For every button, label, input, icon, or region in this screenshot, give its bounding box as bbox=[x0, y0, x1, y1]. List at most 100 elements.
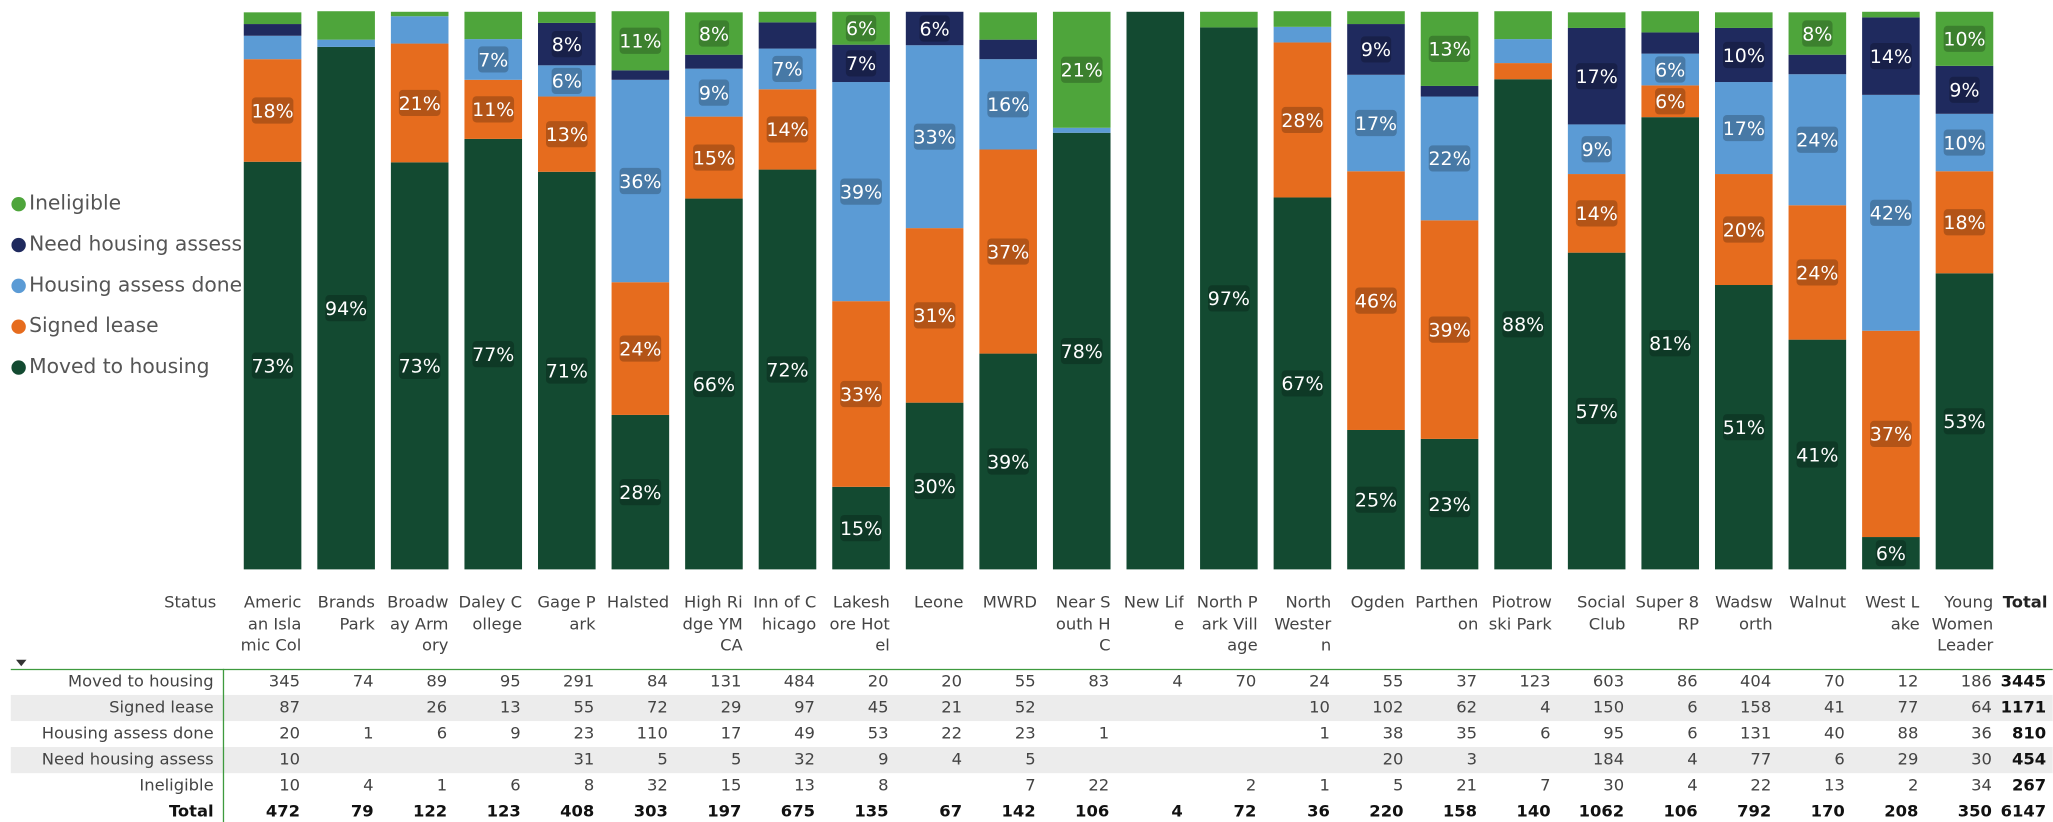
table-cell: 135 bbox=[854, 802, 888, 821]
table-cell: 9 bbox=[510, 724, 520, 743]
table-cell: 454 bbox=[2012, 750, 2046, 769]
bar-segment bbox=[243, 59, 302, 162]
data-label: 77% bbox=[472, 344, 514, 366]
data-label-box bbox=[1360, 36, 1392, 63]
data-label: 23% bbox=[1428, 494, 1470, 516]
bar-segment bbox=[464, 138, 523, 570]
table-cell: 208 bbox=[1884, 802, 1918, 821]
sort-icon[interactable] bbox=[16, 659, 27, 667]
data-label-box bbox=[619, 335, 662, 362]
column-header-text: Broadway Armory bbox=[387, 591, 449, 655]
table-cell: 36 bbox=[1971, 724, 1992, 743]
table-cell: 22 bbox=[1088, 776, 1109, 795]
data-label-box bbox=[1208, 285, 1250, 312]
column-header-text: Daley College bbox=[458, 591, 523, 633]
bar-segment bbox=[685, 116, 743, 199]
column-header-text: Near South HC bbox=[1055, 591, 1111, 655]
bar-segment bbox=[611, 11, 670, 71]
table-cell: 8 bbox=[584, 776, 594, 795]
table-cell: 2 bbox=[1246, 776, 1256, 795]
data-label: 31% bbox=[914, 305, 956, 327]
column-header-text: MWRD bbox=[982, 591, 1037, 612]
data-label: 24% bbox=[1796, 130, 1838, 152]
bar-segment bbox=[832, 11, 890, 45]
data-label-box bbox=[913, 302, 956, 329]
table-cell: 4 bbox=[1172, 671, 1182, 690]
bar-segment bbox=[464, 11, 523, 40]
column-header: Daley College bbox=[458, 591, 523, 633]
data-label-box bbox=[1355, 486, 1397, 513]
column-header-text: Lakeshore Hotel bbox=[829, 591, 890, 655]
table-cell: 13 bbox=[794, 776, 815, 795]
data-label: 7% bbox=[772, 59, 802, 81]
data-label: 73% bbox=[251, 355, 293, 377]
legend-marker bbox=[11, 196, 26, 212]
data-label: 17% bbox=[1355, 113, 1397, 135]
bar-segment bbox=[758, 48, 817, 90]
bar-segment bbox=[1273, 11, 1332, 27]
table-cell: 37 bbox=[1456, 671, 1477, 690]
data-label-box bbox=[1949, 76, 1980, 103]
bar-segment bbox=[1935, 113, 1994, 172]
bar-segment bbox=[979, 12, 1037, 40]
table-cell: 40 bbox=[1824, 724, 1845, 743]
table-cell: 70 bbox=[1236, 671, 1257, 690]
data-label: 6% bbox=[552, 71, 582, 93]
bar-segment bbox=[390, 11, 449, 17]
table-cell: 675 bbox=[781, 802, 815, 821]
column-header: Halsted bbox=[607, 592, 669, 612]
data-label: 6% bbox=[920, 18, 950, 40]
table-cell: 95 bbox=[1603, 724, 1624, 743]
data-label: 88% bbox=[1502, 314, 1544, 336]
data-label: 39% bbox=[840, 181, 882, 203]
bar-segment bbox=[611, 282, 670, 415]
table-cell: 36 bbox=[1307, 802, 1330, 821]
table-cell: 122 bbox=[413, 802, 447, 821]
table-cell: 95 bbox=[500, 671, 521, 690]
table-cell: 303 bbox=[634, 802, 668, 821]
table-cell: 4 bbox=[1540, 697, 1550, 716]
data-label: 53% bbox=[1943, 411, 1985, 433]
bar-segment bbox=[1420, 438, 1479, 570]
column-header: Walnut bbox=[1789, 592, 1846, 612]
column-header: MWRD bbox=[982, 591, 1037, 612]
data-label: 21% bbox=[399, 93, 441, 115]
bar-segment bbox=[1714, 27, 1773, 83]
bar-segment bbox=[979, 59, 1037, 150]
table-cell: 106 bbox=[1664, 802, 1698, 821]
bar-segment bbox=[538, 22, 596, 66]
table-cell: 21 bbox=[1456, 776, 1477, 795]
table-cell: 291 bbox=[563, 671, 594, 690]
bar-segment bbox=[390, 43, 449, 163]
data-label: 37% bbox=[987, 241, 1029, 263]
table-cell: 86 bbox=[1677, 671, 1698, 690]
data-label: 21% bbox=[1061, 60, 1103, 82]
bar-segment bbox=[758, 22, 817, 49]
bar-segment bbox=[1935, 65, 1994, 114]
table-cell: 142 bbox=[1002, 802, 1036, 821]
table-cell: 1 bbox=[437, 776, 447, 795]
table-cell: 9 bbox=[878, 750, 888, 769]
table-cell: 1 bbox=[1099, 724, 1109, 743]
bar-segment bbox=[1052, 11, 1111, 128]
bar-segment bbox=[1788, 12, 1847, 55]
data-label: 7% bbox=[846, 53, 876, 75]
table-cell: 1 bbox=[1319, 776, 1329, 795]
data-label-box bbox=[1355, 109, 1397, 137]
bar-segment bbox=[1862, 537, 1920, 570]
bar-segment bbox=[832, 486, 890, 570]
table-cell: 350 bbox=[1958, 802, 1992, 821]
column-header: North Western bbox=[1274, 592, 1331, 655]
data-label: 9% bbox=[1949, 80, 1979, 102]
table-cell: 30 bbox=[1603, 776, 1624, 795]
table-cell: 55 bbox=[1383, 671, 1404, 690]
bar-segment bbox=[1420, 96, 1479, 221]
bar-segment bbox=[464, 39, 523, 80]
table-cell: Housing assess done bbox=[42, 724, 214, 743]
table-cell: 22 bbox=[941, 724, 962, 743]
table-cell: 29 bbox=[721, 697, 742, 716]
bar-segment bbox=[538, 65, 596, 97]
table-cell: 17 bbox=[721, 724, 742, 743]
column-header-text: High Ridge YMCA bbox=[682, 591, 743, 655]
